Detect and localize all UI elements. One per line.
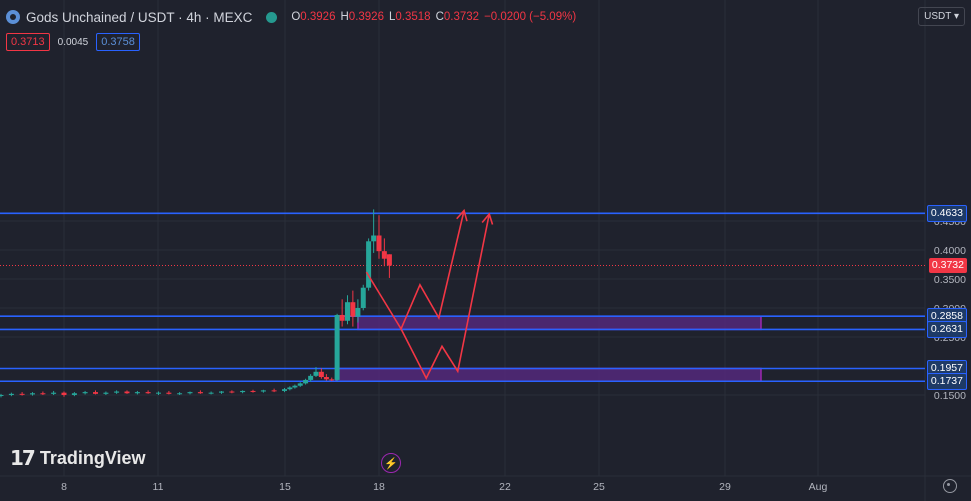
candle-body xyxy=(282,389,287,391)
spread-value: 0.0045 xyxy=(57,36,89,48)
symbol-logo-icon xyxy=(6,10,20,24)
candle-body xyxy=(318,371,324,378)
candle-body xyxy=(229,391,235,393)
candle-body xyxy=(40,393,46,395)
candle-body xyxy=(0,395,4,396)
candle-body xyxy=(323,377,329,380)
demand-zone xyxy=(357,315,762,331)
last-price-label: 0.3732 xyxy=(928,257,967,273)
horizontal-levels xyxy=(0,212,925,383)
level-price-label: 0.4633 xyxy=(926,205,967,223)
candle-body xyxy=(51,392,57,394)
candle-body xyxy=(145,392,151,394)
candle-body xyxy=(381,251,387,259)
time-tick-label: 8 xyxy=(61,481,67,493)
projection-arrow xyxy=(365,210,465,331)
time-tick-label: 29 xyxy=(719,481,731,493)
candle-body xyxy=(124,391,130,394)
candle-body xyxy=(19,393,25,395)
candle-body xyxy=(334,314,340,380)
tradingview-mark-icon: 17 xyxy=(10,446,36,470)
candle-body xyxy=(292,385,298,388)
candle-body xyxy=(308,375,314,380)
candle-body xyxy=(339,314,345,321)
candles xyxy=(0,209,392,398)
candle-body xyxy=(250,390,256,392)
time-tick-label: 18 xyxy=(373,481,385,493)
projection-arrow xyxy=(400,213,491,380)
candle-body xyxy=(303,379,309,384)
time-tick-label: 25 xyxy=(593,481,605,493)
ask-price-button[interactable]: 0.3758 xyxy=(96,33,140,51)
candle-body xyxy=(366,241,372,288)
market-status-dot-icon xyxy=(266,11,278,23)
candle-body xyxy=(329,379,335,381)
candle-body xyxy=(260,390,266,392)
candle-body xyxy=(345,302,350,321)
price-change: −0.0200 (−5.09%) xyxy=(484,11,577,23)
time-tick-label: 22 xyxy=(499,481,511,493)
symbol-title[interactable]: Gods Unchained / USDT · 4h · MEXC xyxy=(26,9,253,25)
candle-body xyxy=(8,393,14,395)
candle-body xyxy=(134,392,140,394)
level-price-label: 0.1737 xyxy=(926,373,967,391)
candle-body xyxy=(166,392,172,394)
gear-icon[interactable] xyxy=(943,479,957,493)
candle-body xyxy=(386,254,392,266)
candle-body xyxy=(219,391,224,393)
candle-body xyxy=(82,392,88,394)
candle-body xyxy=(208,392,214,394)
price-tick-label: 0.4000 xyxy=(934,245,966,257)
price-tick-label: 0.3500 xyxy=(934,274,966,286)
candle-body xyxy=(103,392,109,394)
candle-body xyxy=(187,392,193,394)
candle-body xyxy=(240,390,246,393)
candle-body xyxy=(93,392,98,394)
candle-body xyxy=(30,393,35,395)
candle-body xyxy=(313,371,319,376)
time-tick-label: 15 xyxy=(279,481,291,493)
candle-body xyxy=(297,383,303,386)
candle-body xyxy=(371,235,377,242)
ohlc-values: O0.3926 H0.3926 L0.3518 C0.3732 −0.0200 … xyxy=(291,11,577,23)
bid-ask-row: 0.3713 0.0045 0.3758 xyxy=(6,33,140,51)
demand-zone xyxy=(335,367,762,383)
bid-price-button[interactable]: 0.3713 xyxy=(6,33,50,51)
arrow-head xyxy=(456,208,468,222)
projection-arrows xyxy=(365,208,494,380)
candle-body xyxy=(360,287,366,308)
candle-body xyxy=(197,392,203,394)
price-tick-label: 0.1500 xyxy=(934,390,966,402)
candle-body xyxy=(156,392,161,394)
candle-body xyxy=(61,392,67,395)
candle-body xyxy=(287,387,293,390)
candle-body xyxy=(355,308,361,317)
tradingview-logo-text: TradingView xyxy=(39,447,146,468)
symbol-header: Gods Unchained / USDT · 4h · MEXC O0.392… xyxy=(6,8,576,26)
candle-body xyxy=(177,393,183,395)
tradingview-logo: 17 TradingView xyxy=(10,446,146,470)
candle-body xyxy=(271,390,277,392)
arrow-head xyxy=(481,212,494,225)
candle-body xyxy=(114,391,120,393)
candle-body xyxy=(71,393,77,395)
currency-select[interactable]: USDT ▾ xyxy=(918,7,965,26)
time-axis: 8 11 15 18 22 25 29 Aug xyxy=(61,481,827,493)
candle-body xyxy=(350,302,356,317)
time-tick-label: 11 xyxy=(153,481,164,493)
lightning-event-icon[interactable]: ⚡ xyxy=(381,453,401,473)
time-tick-label: Aug xyxy=(809,481,828,493)
level-price-label: 0.2631 xyxy=(926,321,967,339)
candle-body xyxy=(376,235,382,252)
